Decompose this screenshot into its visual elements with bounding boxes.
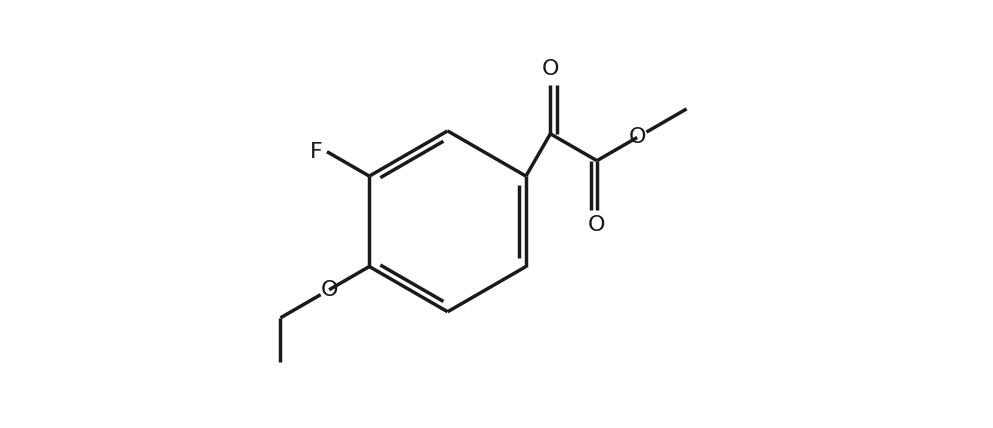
Text: O: O bbox=[541, 59, 559, 79]
Text: F: F bbox=[311, 142, 323, 162]
Text: O: O bbox=[321, 280, 338, 300]
Text: O: O bbox=[588, 215, 606, 235]
Text: O: O bbox=[629, 128, 645, 148]
